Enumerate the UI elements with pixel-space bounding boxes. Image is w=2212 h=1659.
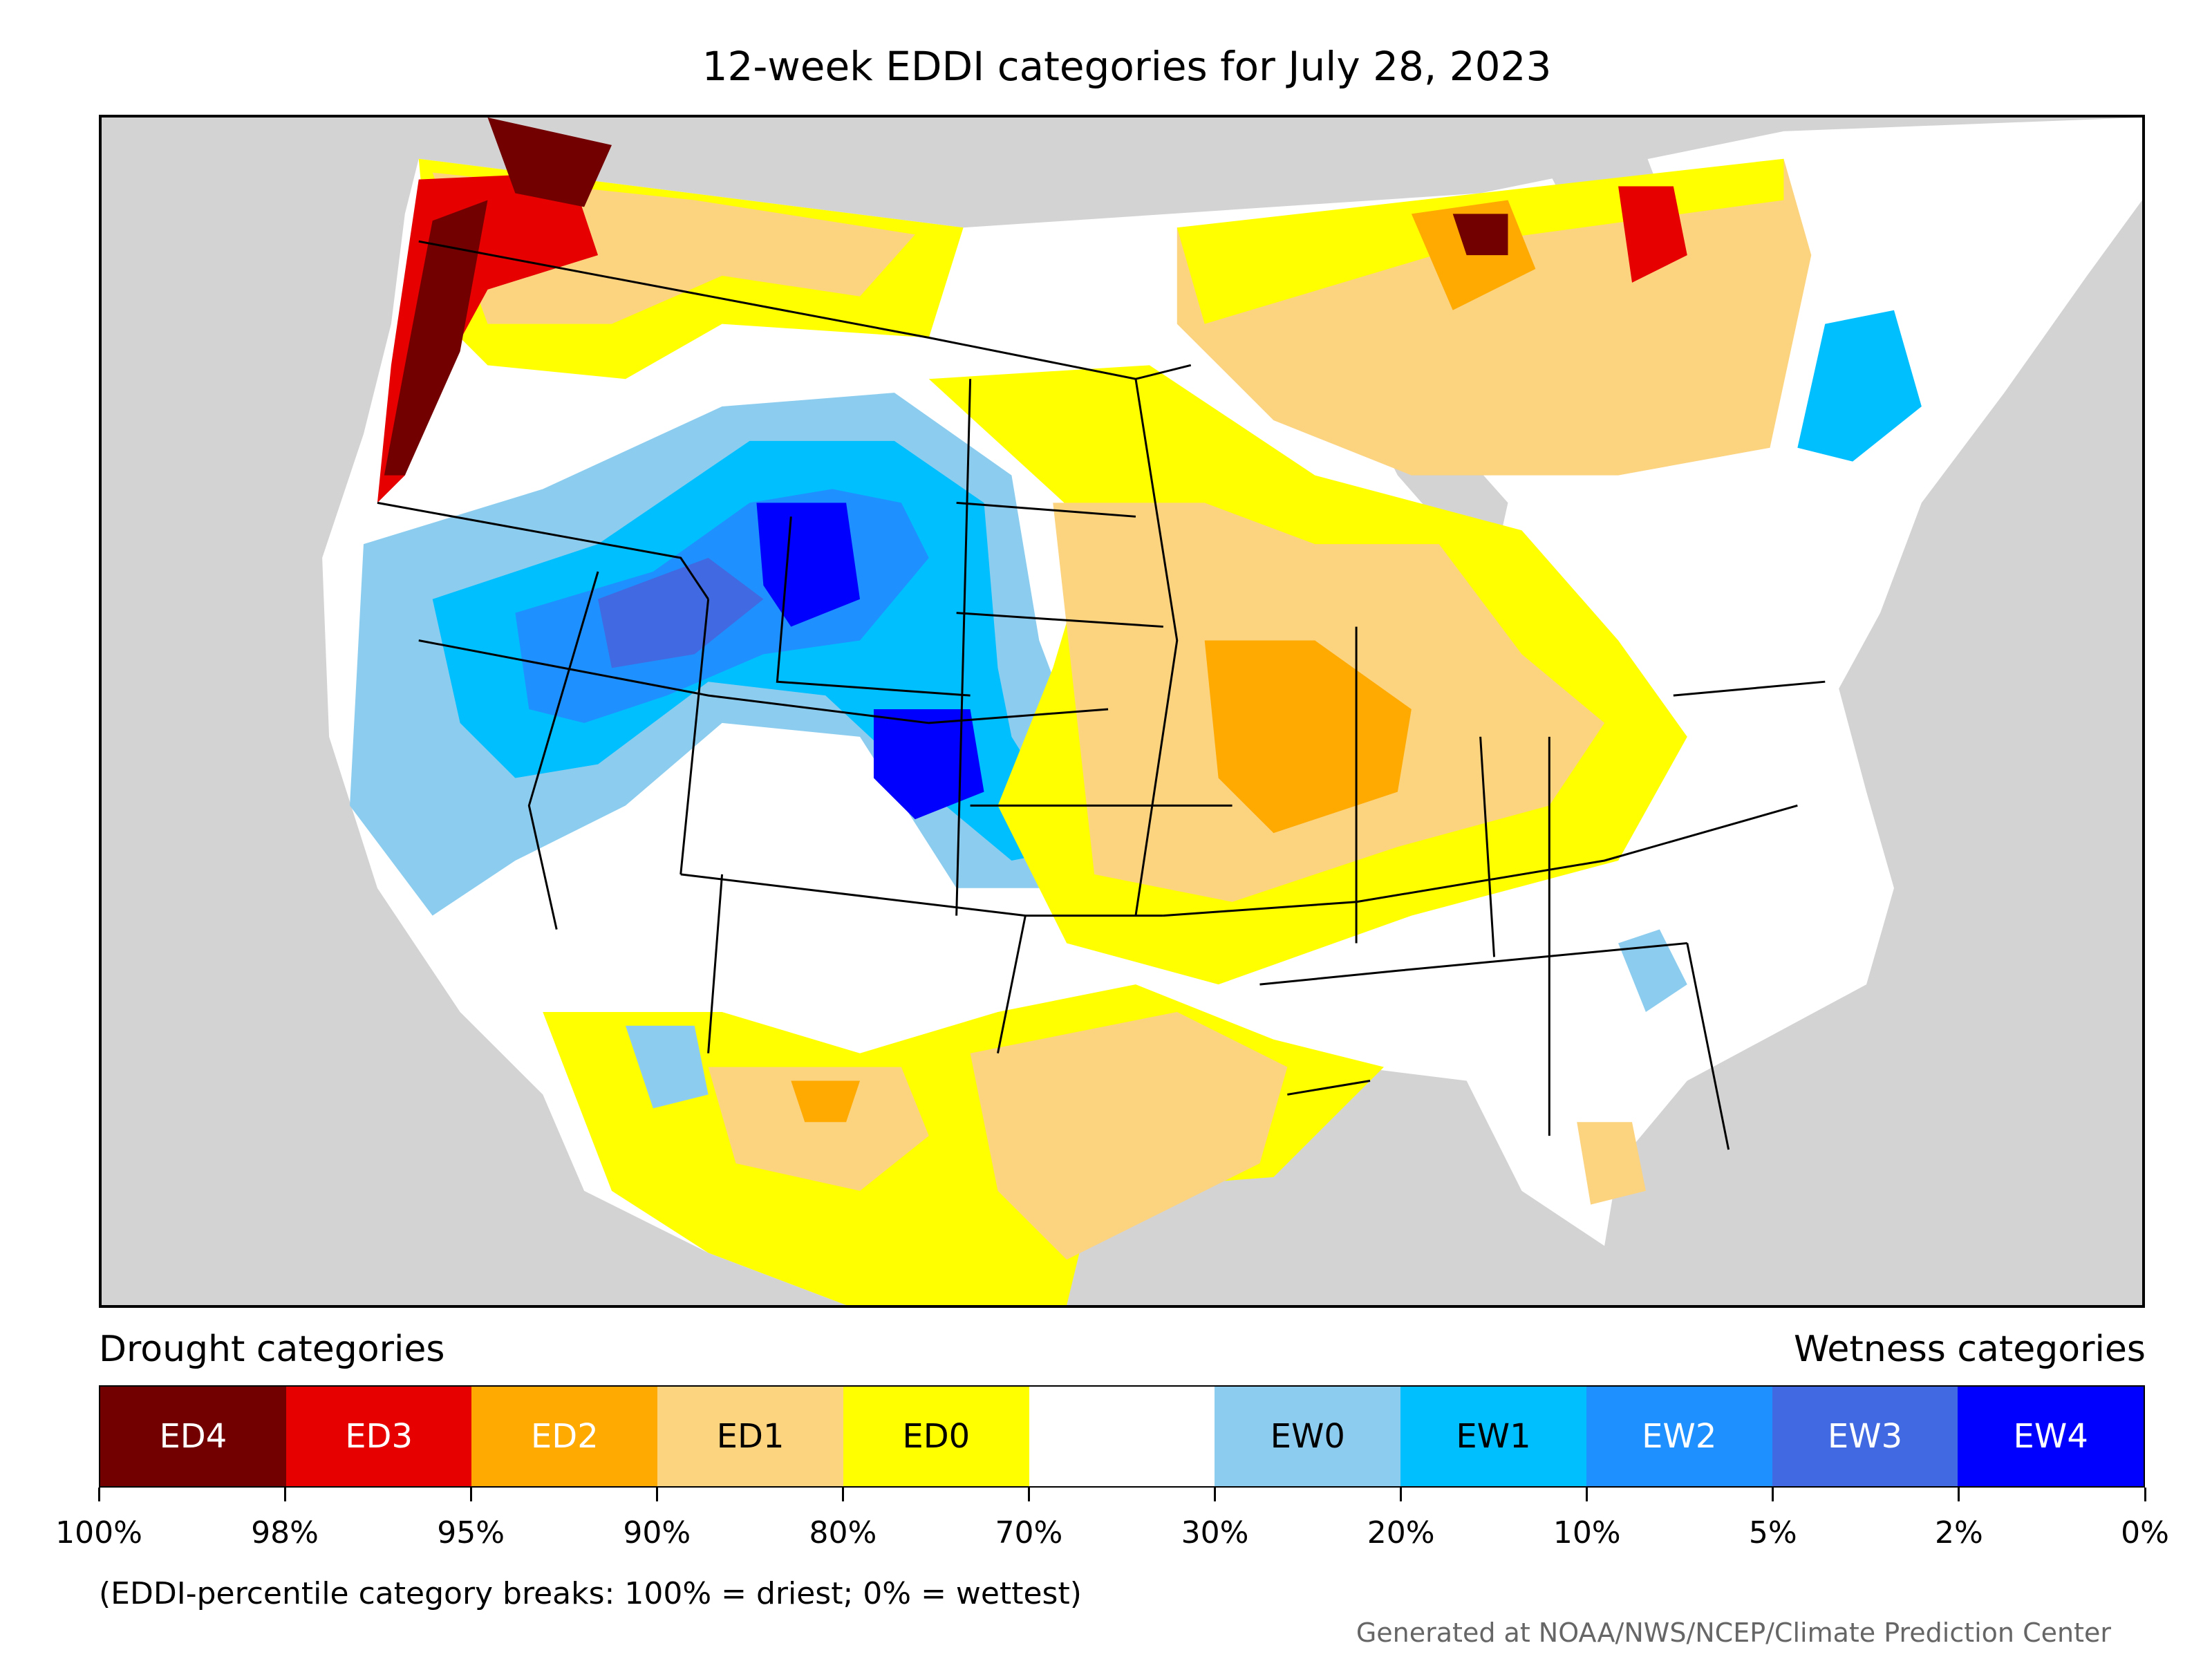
legend-tick-label: 2% [1935,1515,1983,1550]
region-ew1-quebec [1797,310,1922,462]
legend-tick-label: 95% [437,1515,505,1550]
region-ew4-wyoming [756,503,861,627]
legend-cell-ew2: EW2 [1586,1387,1772,1486]
legend-tick-label: 30% [1181,1515,1249,1550]
legend-tick [841,1488,844,1501]
credit-line: Generated at NOAA/NWS/NCEP/Climate Predi… [1356,1618,2111,1648]
legend-tick [469,1488,472,1501]
region-ed4-northwest [384,200,488,476]
legend-tick-label: 0% [2121,1515,2169,1550]
legend-tick [97,1488,100,1501]
legend-cell-ew0: EW0 [1215,1387,1401,1486]
legend-tick-label: 90% [623,1515,691,1550]
region-ed4-ontario [1452,214,1508,256]
legend-tick-label: 5% [1748,1515,1797,1550]
region-ed2-midwest [1204,640,1412,834]
legend-cell-ew4: EW4 [1958,1387,2144,1486]
legend-tick [1586,1488,1588,1501]
legend-cell-ed0: ED0 [843,1387,1029,1486]
legend-tick-label: 98% [251,1515,319,1550]
legend-tick [1027,1488,1030,1501]
legend-tick-label: 70% [995,1515,1063,1550]
region-ed1-newmexico [708,1067,929,1191]
drought-categories-label: Drought categories [99,1329,445,1370]
state-borders [377,240,1826,1150]
legend-tick-label: 80% [809,1515,877,1550]
region-ed4-north-top [487,118,612,207]
region-ed3-quebec [1618,186,1687,283]
region-ed1-florida [1577,1122,1646,1205]
legend-tick-label: 10% [1553,1515,1621,1550]
legend-colorbar: ED4 ED3 ED2 ED1 ED0 EW0 EW1 EW2 EW3 EW4 [99,1385,2145,1488]
map-title: 12-week EDDI categories for July 28, 202… [702,43,1552,90]
legend-tick [655,1488,658,1501]
legend-cell-ew1: EW1 [1400,1387,1586,1486]
region-ew3-rockies [598,558,764,668]
legend-cell-ew3: EW3 [1772,1387,1958,1486]
legend-tick [1214,1488,1217,1501]
eddi-map [322,118,2142,1305]
map-frame [99,115,2145,1308]
legend-tick [1400,1488,1403,1501]
legend-tick [1772,1488,1774,1501]
region-ed2-newmexico [791,1080,861,1123]
region-ew0-carolina [1618,929,1687,1012]
region-ew4-colorado [873,709,984,820]
legend-tick [283,1488,286,1501]
legend-tick-label: 20% [1367,1515,1435,1550]
legend-cell-ed3: ED3 [285,1387,472,1486]
legend-tick [2144,1488,2146,1501]
legend-cell-normal [1029,1387,1215,1486]
legend-cell-ed2: ED2 [471,1387,658,1486]
region-ew0-arizona [625,1025,709,1109]
legend-tick-label: 100% [55,1515,142,1550]
legend-cell-ed1: ED1 [657,1387,843,1486]
wetness-categories-label: Wetness categories [1794,1329,2146,1370]
legend-cell-ed4: ED4 [100,1387,286,1486]
region-ed1-texas [970,1011,1288,1260]
legend-ticks [97,1488,2146,1501]
category-footnote: (EDDI-percentile category breaks: 100% =… [99,1576,1082,1611]
legend-tick [1958,1488,1960,1501]
